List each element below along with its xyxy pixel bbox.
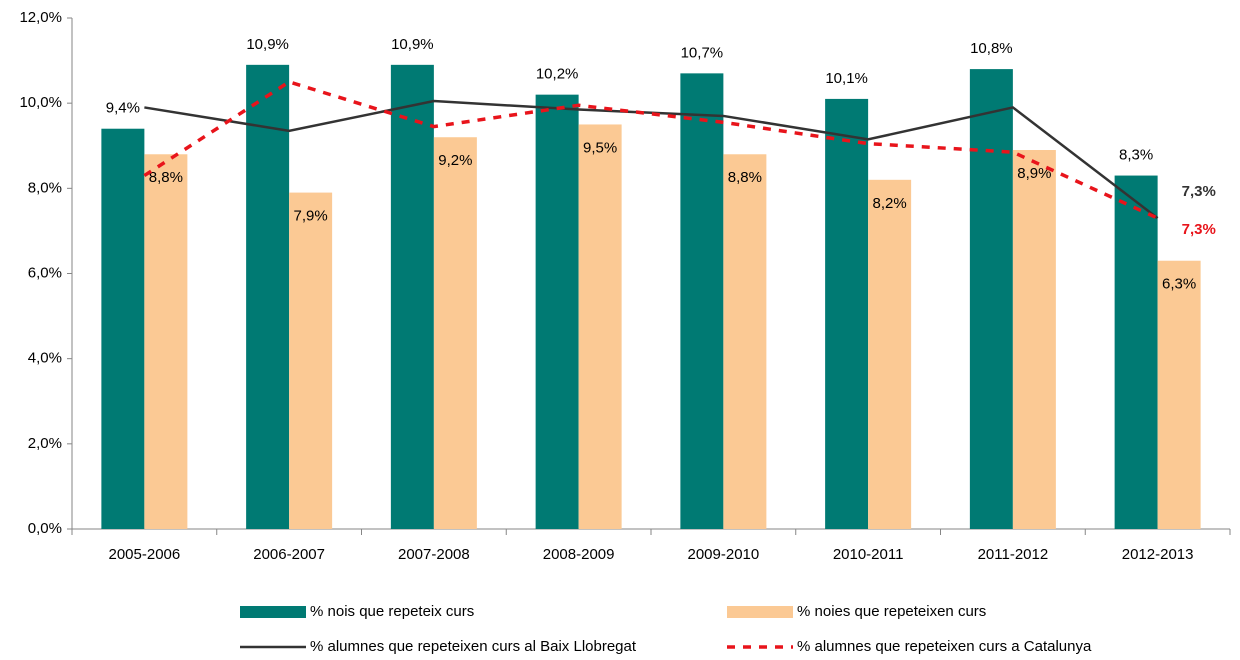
bar-value-label: 6,3% (1162, 276, 1196, 293)
bar (868, 179, 912, 530)
y-tick-label: 2,0% (28, 435, 62, 452)
bar (680, 73, 724, 529)
bar-value-label: 10,1% (825, 70, 868, 87)
x-tick-label: 2006-2007 (253, 546, 325, 563)
bar-value-label: 9,4% (106, 100, 140, 117)
bar (969, 69, 1013, 529)
y-tick-label: 0,0% (28, 520, 62, 537)
bar (723, 154, 767, 529)
bar (1012, 150, 1056, 529)
bar (1157, 260, 1201, 529)
bar-value-label: 8,9% (1017, 165, 1051, 182)
bar (535, 94, 579, 530)
line-value-label: 7,3% (1182, 221, 1216, 238)
bar (289, 192, 333, 529)
legend-swatch (727, 606, 793, 618)
y-tick-label: 10,0% (19, 94, 62, 111)
bar (390, 64, 434, 529)
bar-value-label: 7,9% (294, 208, 328, 225)
bar (1114, 175, 1158, 529)
bar-value-label: 8,8% (728, 169, 762, 186)
y-tick-label: 4,0% (28, 350, 62, 367)
bar-value-label: 10,8% (970, 40, 1013, 57)
bar-value-label: 10,2% (536, 66, 579, 83)
x-tick-label: 2007-2008 (398, 546, 470, 563)
bar (144, 154, 188, 529)
bar (246, 64, 290, 529)
bar-value-label: 10,9% (246, 36, 289, 53)
x-tick-label: 2008-2009 (543, 546, 615, 563)
bar-value-label: 9,2% (438, 152, 472, 169)
bar-value-label: 10,7% (681, 44, 724, 61)
bar-value-label: 8,8% (149, 169, 183, 186)
line-series (144, 99, 1159, 220)
bar (101, 128, 145, 529)
x-tick-label: 2010-2011 (833, 546, 904, 563)
y-tick-label: 6,0% (28, 264, 62, 281)
y-tick-label: 12,0% (19, 9, 62, 26)
bar-value-label: 8,3% (1119, 147, 1153, 164)
x-tick-label: 2012-2013 (1122, 546, 1194, 563)
bar (825, 98, 869, 530)
x-tick-label: 2009-2010 (688, 546, 760, 563)
legend-swatch (240, 606, 306, 618)
bar-value-label: 10,9% (391, 36, 434, 53)
bar (433, 137, 477, 529)
y-tick-label: 8,0% (28, 179, 62, 196)
legend-label: % nois que repeteix curs (310, 603, 474, 620)
legend-label: % alumnes que repeteixen curs a Cataluny… (797, 638, 1092, 655)
bar-value-label: 8,2% (873, 195, 907, 212)
legend-label: % alumnes que repeteixen curs al Baix Ll… (310, 638, 637, 655)
bar-value-label: 9,5% (583, 139, 617, 156)
line-series (143, 79, 1159, 220)
x-tick-label: 2005-2006 (109, 546, 181, 563)
legend-label: % noies que repeteixen curs (797, 603, 986, 620)
bar (578, 124, 622, 529)
line-value-label: 7,3% (1182, 183, 1216, 200)
x-tick-label: 2011-2012 (978, 546, 1049, 563)
